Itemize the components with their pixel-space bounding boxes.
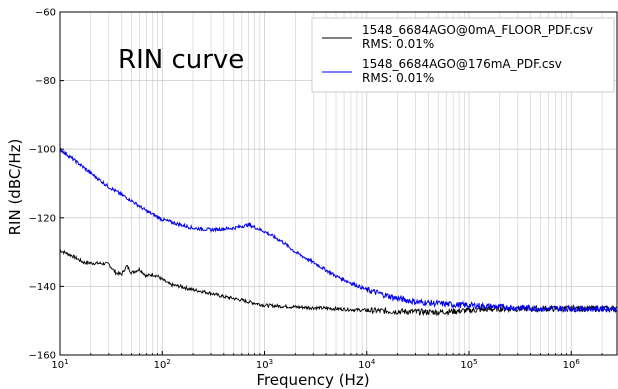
legend-box <box>311 17 615 93</box>
y-tick-label: −120 <box>29 213 56 224</box>
x-tick-label: 102 <box>154 358 171 371</box>
y-tick-label: −60 <box>35 8 56 19</box>
y-tick-label: −160 <box>29 351 56 362</box>
series-line-176ma <box>59 147 617 314</box>
x-axis-label: Frequency (Hz) <box>256 371 369 389</box>
x-tick-label: 103 <box>256 358 273 371</box>
x-tick-label: 105 <box>460 358 477 371</box>
y-axis-label: RIN (dBC/Hz) <box>6 139 24 236</box>
legend-rms-floor: RMS: 0.01% <box>362 37 434 51</box>
annotation-text: RIN curve <box>118 45 244 75</box>
legend-rms-176ma: RMS: 0.01% <box>362 71 434 85</box>
x-tick-label: 106 <box>563 358 581 371</box>
y-tick-label: −80 <box>35 76 56 87</box>
legend: 1548_6684AGO@0mA_FLOOR_PDF.csv RMS: 0.01… <box>311 17 615 93</box>
x-tick-label: 101 <box>51 358 68 371</box>
plot-frame <box>59 11 618 356</box>
series-line-floor <box>59 249 617 317</box>
legend-label-floor: 1548_6684AGO@0mA_FLOOR_PDF.csv <box>362 23 593 37</box>
series-layer <box>59 147 617 317</box>
x-tick-label: 104 <box>358 358 376 371</box>
y-tick-label: −140 <box>29 282 56 293</box>
legend-label-176ma: 1548_6684AGO@176mA_PDF.csv <box>362 57 562 71</box>
y-tick-label: −100 <box>29 145 56 156</box>
tick-layer: −160 −140 −120 −100 −80 −60 101 102 103 104 105 106 <box>29 8 603 371</box>
